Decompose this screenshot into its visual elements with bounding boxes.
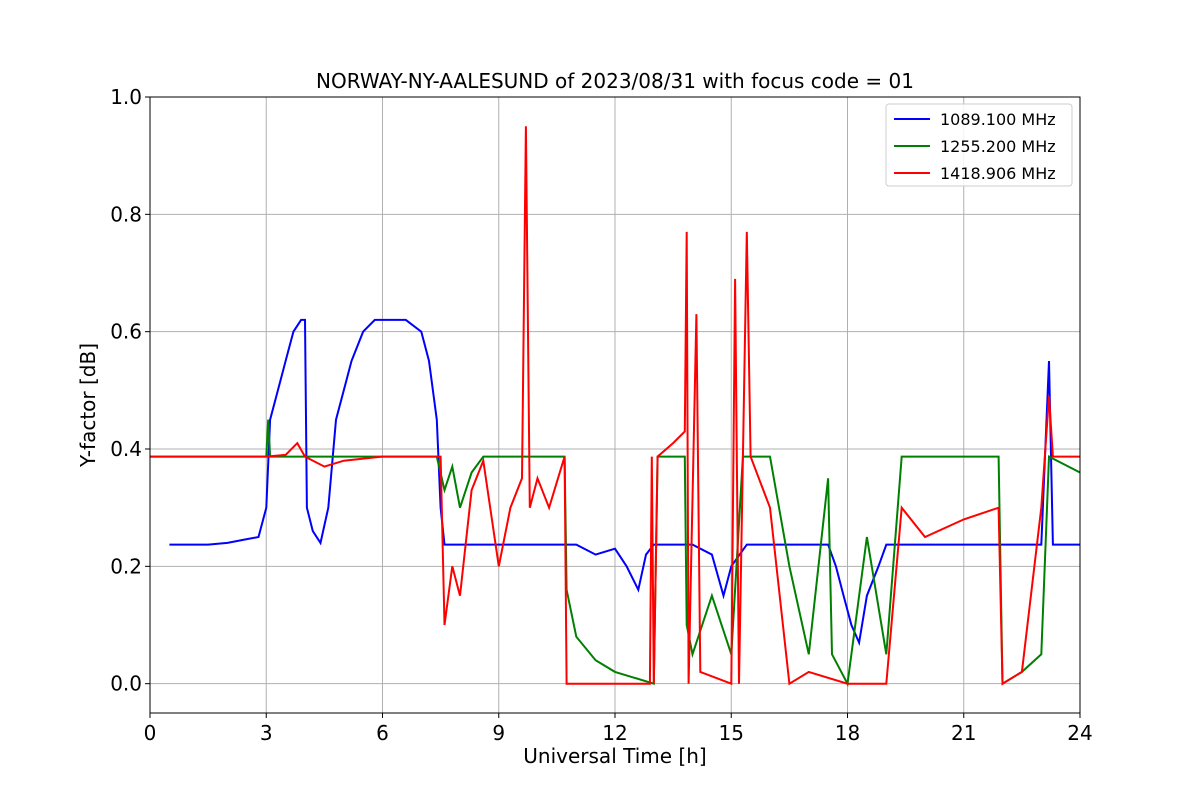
x-tick-label: 0 <box>144 721 157 745</box>
x-tick-label: 12 <box>602 721 627 745</box>
series-line-1 <box>169 318 1080 647</box>
x-tick-label: 6 <box>376 721 389 745</box>
chart-title: NORWAY-NY-AALESUND of 2023/08/31 with fo… <box>316 69 914 93</box>
legend-label-1: 1089.100 MHz <box>940 110 1056 129</box>
x-tick-label: 24 <box>1067 721 1092 745</box>
x-axis-label: Universal Time [h] <box>523 744 706 768</box>
series-lines <box>150 126 1081 687</box>
legend: 1089.100 MHz 1255.200 MHz 1418.906 MHz <box>885 103 1073 187</box>
y-tick-label: 0.4 <box>110 437 142 461</box>
y-axis-label: Y-factor [dB] <box>76 343 100 468</box>
x-tick-label: 15 <box>719 721 744 745</box>
y-tick-label: 1.0 <box>110 85 142 109</box>
series-line-3 <box>150 126 1080 686</box>
legend-label-3: 1418.906 MHz <box>940 164 1056 183</box>
x-tick-label: 9 <box>492 721 505 745</box>
y-tick-label: 0.6 <box>110 320 142 344</box>
x-tick-label: 3 <box>260 721 273 745</box>
axis-ticks: 0 3 6 9 12 15 18 21 24 0.0 0.2 0.4 0.6 0.8 1.0 <box>110 85 1093 745</box>
legend-box <box>885 103 1073 187</box>
x-tick-label: 18 <box>835 721 860 745</box>
legend-label-2: 1255.200 MHz <box>940 137 1056 156</box>
y-tick-label: 0.8 <box>110 202 142 226</box>
x-tick-label: 21 <box>951 721 976 745</box>
y-tick-label: 0.2 <box>110 554 142 578</box>
y-tick-label: 0.0 <box>110 672 142 696</box>
